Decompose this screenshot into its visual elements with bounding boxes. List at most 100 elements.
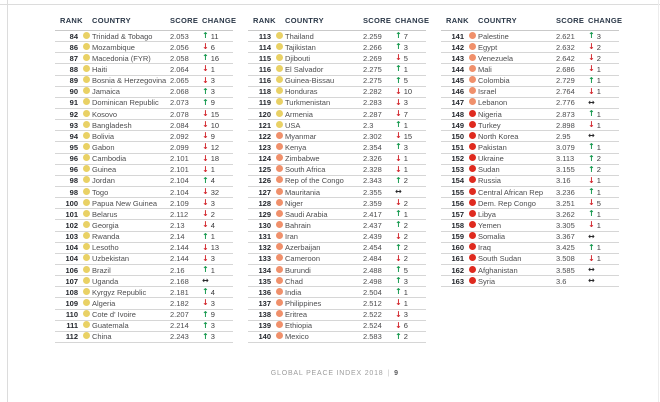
- country-cell: Guinea-Bissau: [285, 76, 335, 86]
- change-value: 1: [596, 64, 601, 74]
- change-value: 1: [403, 165, 408, 175]
- country-cell: Libya: [478, 209, 496, 219]
- change-cell: ↔: [588, 132, 619, 140]
- table-row: 122 Myanmar 2.302 ↓ 15: [248, 131, 426, 143]
- peace-band-cell: [274, 287, 285, 297]
- country-cell: Sudan: [478, 165, 500, 175]
- table-row: 135 Chad 2.498 ↑ 3: [248, 276, 426, 288]
- peace-band-cell: [274, 220, 285, 230]
- change-value: 1: [596, 109, 601, 119]
- down-arrow-icon: ↓: [588, 120, 595, 130]
- change-value: 1: [596, 243, 601, 253]
- change-cell: ↓ 18: [202, 154, 233, 163]
- table-header-row: RANK COUNTRY SCORE CHANGE: [441, 16, 622, 31]
- change-value: 10: [210, 120, 220, 130]
- table-row: 143 Venezuela 2.642 ↓ 2: [441, 53, 619, 65]
- country-cell: Gabon: [92, 142, 115, 152]
- change-value: 1: [596, 142, 601, 152]
- rank-cell: 120: [258, 109, 271, 119]
- country-cell: Bangladesh: [92, 120, 132, 130]
- score-cell: 2.524: [363, 321, 382, 331]
- peace-band-cell: [274, 209, 285, 219]
- change-cell: ↓ 10: [202, 121, 233, 130]
- peace-band-cell: [81, 64, 92, 74]
- change-value: 18: [210, 154, 220, 164]
- score-cell: 2.583: [363, 332, 382, 342]
- score-cell: 2.355: [363, 187, 382, 197]
- change-cell: ↑ 2: [588, 165, 619, 174]
- rank-cell: 98: [69, 176, 78, 186]
- change-cell: ↓ 6: [395, 321, 426, 330]
- rank-cell: 84: [69, 31, 78, 41]
- country-cell: Iraq: [478, 243, 491, 253]
- score-cell: 2.282: [363, 87, 382, 97]
- table-row: 159 Somalia 3.367 ↔: [441, 232, 619, 243]
- country-cell: Tajikistan: [285, 42, 316, 52]
- change-cell: ↑ 3: [202, 332, 233, 341]
- score-cell: 2.053: [170, 31, 189, 41]
- change-cell: ↑ 1: [588, 243, 619, 252]
- peace-band-medium-dot-icon: [83, 232, 90, 240]
- table-row: 89 Bosnia & Herzegovina 2.065 ↓ 3: [55, 76, 233, 87]
- peace-band-cell: [81, 120, 92, 130]
- table-row: 109 Algeria 2.182 ↓ 3: [55, 298, 233, 310]
- table-row: 129 Saudi Arabia 2.417 ↑ 1: [248, 209, 426, 221]
- peace-band-medium-dot-icon: [83, 332, 90, 340]
- country-cell: Venezuela: [478, 53, 514, 63]
- rank-cell: 127: [258, 187, 271, 197]
- country-cell: Israel: [478, 87, 497, 97]
- peace-band-low-dot-icon: [276, 310, 283, 318]
- peace-band-cell: [81, 176, 92, 185]
- rank-cell: 130: [258, 220, 271, 230]
- change-cell: ↓ 3: [395, 310, 426, 319]
- peace-band-cell: [467, 120, 478, 130]
- change-value: 2: [403, 220, 408, 230]
- down-arrow-icon: ↓: [588, 53, 595, 63]
- country-cell: Jordan: [92, 176, 115, 186]
- change-cell: ↑ 1: [588, 188, 619, 197]
- change-cell: ↓ 1: [395, 154, 426, 163]
- change-cell: ↓ 10: [395, 87, 426, 96]
- score-cell: 2.099: [170, 142, 189, 152]
- rank-cell: 116: [258, 76, 271, 86]
- change-cell: ↓ 7: [395, 110, 426, 119]
- score-cell: 2.454: [363, 243, 382, 253]
- peace-band-cell: [467, 42, 478, 52]
- rank-cell: 101: [65, 209, 78, 219]
- peace-band-cell: [274, 232, 285, 241]
- score-cell: 2.207: [170, 310, 189, 320]
- rank-cell: 141: [451, 31, 464, 41]
- change-cell: ↔: [588, 98, 619, 107]
- down-arrow-icon: ↓: [395, 231, 402, 241]
- country-cell: Mali: [478, 64, 492, 74]
- country-cell: Haiti: [92, 64, 108, 74]
- down-arrow-icon: ↓: [588, 64, 595, 74]
- change-cell: ↔: [202, 277, 233, 285]
- table-row: 155 Central African Rep 3.236 ↑ 1: [441, 187, 619, 199]
- peace-band-medium-dot-icon: [83, 198, 90, 206]
- table-row: 118 Honduras 2.282 ↓ 10: [248, 87, 426, 98]
- up-arrow-icon: ↑: [588, 75, 595, 85]
- change-value: 1: [596, 76, 601, 86]
- up-arrow-icon: ↑: [588, 31, 595, 41]
- page-edge-right: [658, 0, 659, 402]
- peace-band-low-dot-icon: [469, 76, 476, 84]
- peace-band-cell: [81, 209, 92, 219]
- score-cell: 2.776: [556, 98, 575, 108]
- score-cell: 2.621: [556, 31, 575, 41]
- header-rank: RANK: [253, 16, 276, 25]
- peace-band-medium-dot-icon: [83, 209, 90, 217]
- peace-band-medium-dot-icon: [276, 87, 283, 95]
- score-cell: 2.275: [363, 64, 382, 74]
- score-cell: 2.101: [170, 165, 189, 175]
- peace-band-very-low-dot-icon: [469, 131, 476, 139]
- peace-band-cell: [274, 165, 285, 174]
- peace-band-medium-dot-icon: [83, 53, 90, 61]
- score-cell: 3.305: [556, 220, 575, 230]
- up-arrow-icon: ↑: [202, 97, 209, 107]
- score-cell: 2.259: [363, 31, 382, 41]
- peace-band-medium-dot-icon: [83, 98, 90, 106]
- peace-band-cell: [467, 131, 478, 141]
- country-cell: Turkmenistan: [285, 98, 331, 108]
- peace-band-low-dot-icon: [276, 298, 283, 306]
